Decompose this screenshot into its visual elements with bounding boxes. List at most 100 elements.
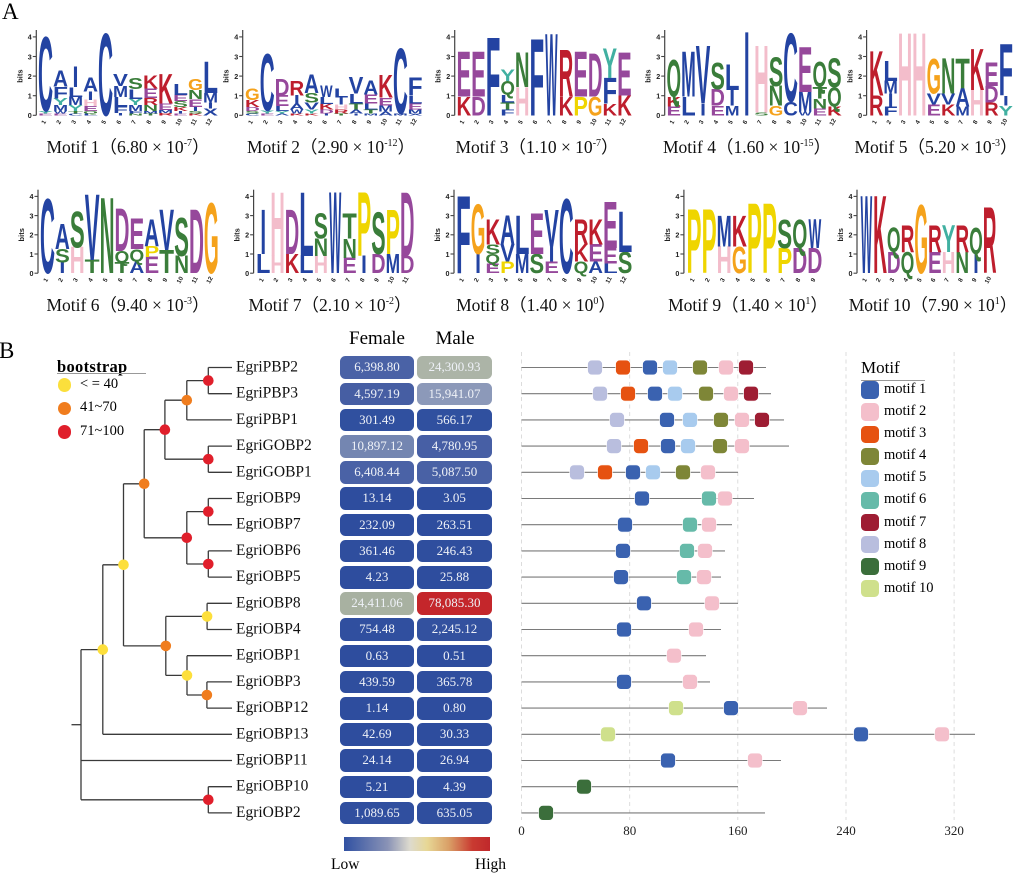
- svg-text:K: K: [574, 239, 589, 267]
- svg-text:T: T: [85, 256, 100, 278]
- svg-text:D: D: [189, 192, 204, 294]
- svg-text:S: S: [371, 199, 385, 267]
- svg-text:M: M: [378, 103, 393, 113]
- svg-text:S: S: [710, 55, 725, 98]
- svg-text:I: I: [353, 113, 359, 116]
- svg-text:2: 2: [245, 231, 249, 240]
- svg-text:W: W: [54, 111, 68, 115]
- svg-text:11: 11: [190, 117, 200, 127]
- svg-text:E: E: [485, 260, 500, 276]
- svg-text:12: 12: [409, 117, 419, 127]
- svg-text:10: 10: [174, 117, 184, 127]
- svg-text:T: T: [955, 51, 969, 98]
- svg-text:M: M: [203, 90, 218, 106]
- svg-text:4: 4: [446, 192, 450, 201]
- svg-text:P: P: [573, 92, 588, 122]
- svg-text:2: 2: [28, 72, 32, 81]
- svg-text:P: P: [702, 191, 717, 294]
- svg-text:W: W: [329, 168, 341, 299]
- svg-text:2: 2: [656, 72, 660, 81]
- svg-text:3: 3: [446, 211, 450, 220]
- svg-text:K: K: [143, 72, 159, 93]
- svg-text:F: F: [456, 174, 471, 298]
- svg-text:3: 3: [234, 52, 238, 61]
- svg-text:P: P: [144, 244, 159, 261]
- svg-text:8: 8: [795, 277, 803, 284]
- svg-text:2: 2: [55, 119, 63, 126]
- svg-text:D: D: [807, 241, 822, 281]
- svg-text:H: H: [314, 250, 328, 279]
- svg-text:5: 5: [316, 277, 324, 284]
- svg-text:M: M: [143, 110, 158, 114]
- svg-text:bits: bits: [433, 228, 442, 241]
- svg-text:1: 1: [258, 277, 266, 284]
- svg-text:E: E: [530, 202, 545, 267]
- svg-text:I: I: [744, 8, 750, 142]
- svg-text:T: T: [500, 100, 515, 111]
- svg-text:E: E: [544, 259, 559, 278]
- svg-text:0: 0: [245, 269, 249, 278]
- svg-text:V: V: [927, 90, 942, 107]
- svg-text:E: E: [129, 210, 144, 259]
- svg-text:L: L: [113, 95, 128, 111]
- svg-text:C: C: [245, 113, 260, 116]
- svg-text:E: E: [408, 102, 423, 112]
- svg-text:Q: Q: [792, 211, 807, 257]
- svg-text:3: 3: [287, 277, 295, 284]
- svg-text:K: K: [188, 113, 203, 116]
- svg-text:V: V: [500, 239, 515, 267]
- svg-text:5: 5: [929, 119, 937, 126]
- svg-text:6: 6: [321, 119, 329, 126]
- svg-text:G: G: [769, 103, 784, 119]
- svg-text:0: 0: [675, 269, 679, 278]
- svg-text:5: 5: [517, 119, 525, 126]
- svg-text:D: D: [710, 84, 725, 111]
- svg-text:M: M: [128, 103, 143, 113]
- svg-text:S: S: [245, 111, 260, 115]
- svg-text:A: A: [500, 206, 515, 253]
- svg-text:6: 6: [115, 119, 123, 126]
- svg-text:D: D: [984, 81, 998, 108]
- svg-text:320: 320: [944, 823, 964, 838]
- svg-text:E: E: [378, 95, 393, 108]
- svg-text:S: S: [128, 76, 143, 93]
- svg-text:K: K: [617, 91, 632, 122]
- svg-text:Q: Q: [574, 258, 589, 277]
- svg-text:V: V: [85, 174, 100, 280]
- svg-text:L: L: [334, 86, 349, 101]
- svg-text:G: G: [927, 50, 941, 106]
- svg-text:2: 2: [30, 231, 34, 240]
- svg-text:4: 4: [28, 33, 32, 42]
- svg-text:L: L: [408, 94, 423, 107]
- svg-text:8: 8: [957, 277, 965, 284]
- svg-text:L: L: [883, 55, 897, 88]
- svg-text:H: H: [717, 238, 732, 282]
- svg-text:K: K: [485, 212, 500, 253]
- svg-text:E: E: [363, 92, 378, 106]
- svg-text:L: L: [349, 91, 364, 107]
- svg-text:I: I: [361, 250, 367, 278]
- svg-text:EgriOBP6: EgriOBP6: [236, 542, 301, 559]
- svg-text:T: T: [349, 102, 364, 111]
- svg-text:bits: bits: [644, 69, 653, 82]
- svg-text:S: S: [754, 112, 769, 117]
- svg-text:2: 2: [885, 119, 893, 126]
- svg-text:Q: Q: [485, 252, 500, 267]
- svg-text:4: 4: [87, 277, 95, 284]
- svg-text:F: F: [53, 84, 68, 103]
- svg-text:L: L: [515, 205, 530, 267]
- svg-text:C: C: [783, 99, 798, 121]
- svg-text:160: 160: [728, 823, 748, 838]
- svg-text:L: L: [500, 92, 515, 105]
- svg-text:8: 8: [351, 119, 359, 126]
- svg-text:4: 4: [858, 33, 862, 42]
- svg-text:4: 4: [712, 119, 720, 126]
- svg-text:S: S: [485, 241, 500, 257]
- svg-text:3: 3: [656, 52, 660, 61]
- svg-text:3: 3: [28, 52, 32, 61]
- svg-text:5: 5: [102, 277, 110, 284]
- svg-text:Q: Q: [129, 245, 144, 265]
- svg-text:2: 2: [234, 72, 238, 81]
- svg-text:E: E: [83, 105, 98, 113]
- svg-text:11: 11: [191, 275, 201, 285]
